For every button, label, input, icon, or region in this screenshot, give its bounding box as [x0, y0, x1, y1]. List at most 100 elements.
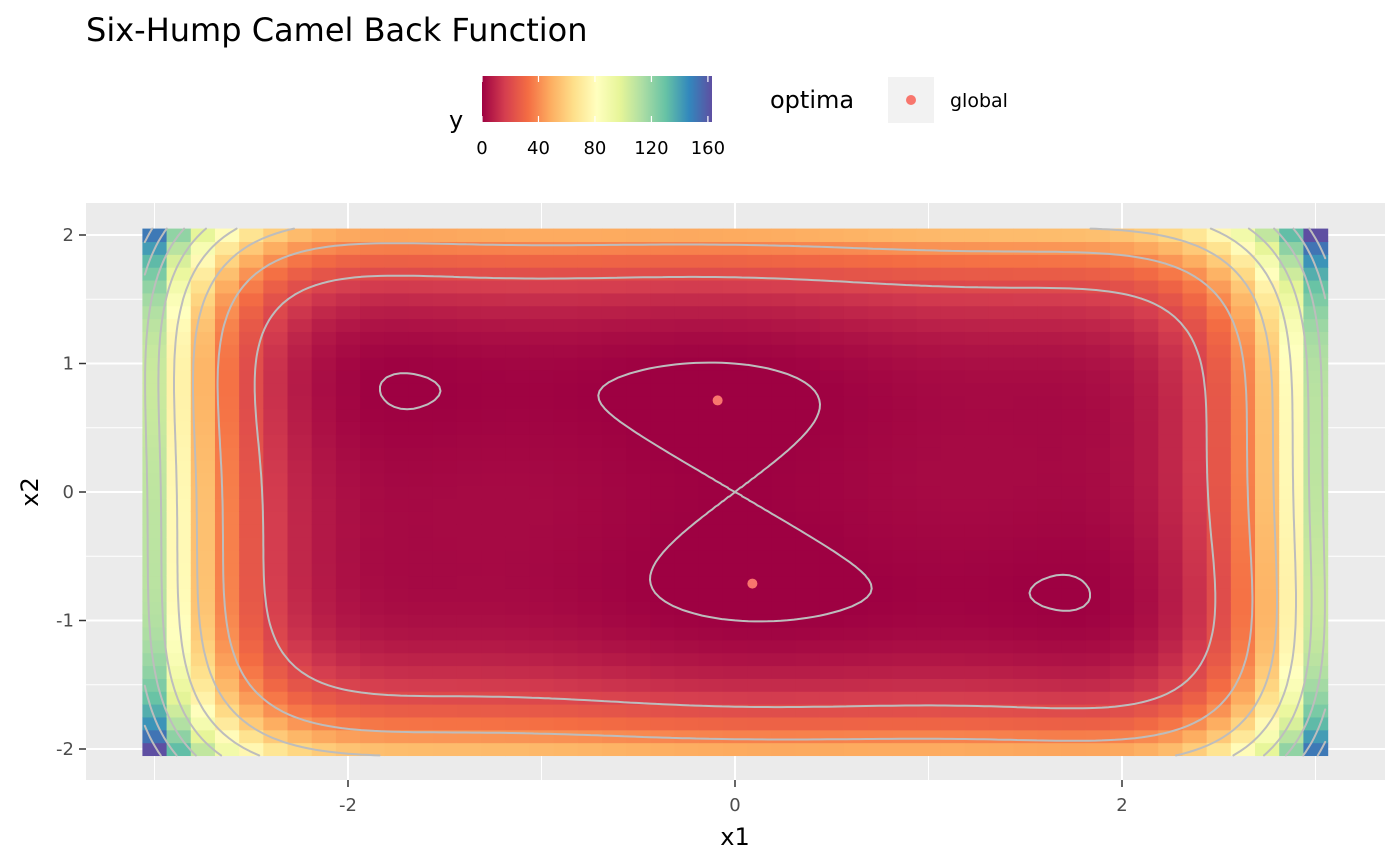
heatmap-tile	[239, 716, 264, 731]
heatmap-tile	[1037, 524, 1063, 538]
heatmap-tile	[456, 279, 482, 294]
heatmap-tile	[1134, 742, 1159, 757]
heatmap-tile	[819, 459, 845, 474]
heatmap-tile	[988, 434, 1014, 448]
heatmap-tile	[432, 614, 458, 628]
heatmap-tile	[432, 318, 458, 332]
heatmap-tile	[239, 729, 264, 744]
heatmap-tile	[1158, 498, 1184, 512]
heatmap-tile	[505, 652, 531, 667]
shape-legend: optima global	[770, 77, 1008, 123]
heatmap-tile	[650, 524, 676, 538]
heatmap-tile	[456, 357, 482, 371]
heatmap-tile	[1182, 704, 1208, 718]
heatmap-tile	[1085, 305, 1111, 320]
heatmap-tile	[601, 369, 627, 384]
heatmap-tile	[481, 536, 506, 551]
heatmap-tile	[674, 601, 700, 615]
heatmap-tile	[1085, 562, 1111, 577]
heatmap-tile	[214, 549, 240, 564]
heatmap-tile	[601, 562, 627, 577]
heatmap-tile	[1158, 575, 1184, 589]
heatmap-tile	[1206, 588, 1232, 602]
heatmap-tile	[335, 357, 361, 371]
heatmap-tile	[432, 344, 458, 358]
heatmap-tile	[892, 639, 918, 654]
heatmap-tile	[916, 357, 942, 371]
heatmap-tile	[1279, 447, 1305, 461]
heatmap-tile	[650, 254, 676, 268]
heatmap-tile	[988, 742, 1014, 757]
heatmap-tile	[142, 588, 168, 602]
heatmap-tile	[601, 228, 627, 243]
heatmap-tile	[360, 601, 385, 615]
heatmap-tile	[360, 652, 385, 667]
heatmap-tile	[698, 536, 724, 551]
heatmap-tile	[626, 421, 651, 435]
heatmap-tile	[456, 395, 482, 410]
heatmap-tile	[1085, 292, 1111, 307]
heatmap-tile	[166, 382, 192, 397]
heatmap-tile	[190, 292, 216, 307]
heatmap-tile	[1085, 575, 1111, 589]
heatmap-tile	[263, 678, 289, 692]
heatmap-tile	[190, 434, 216, 448]
heatmap-tile	[384, 228, 410, 243]
heatmap-tile	[287, 562, 313, 577]
heatmap-tile	[1230, 729, 1256, 744]
heatmap-tile	[1109, 434, 1135, 448]
heatmap-tile	[142, 434, 168, 448]
heatmap-tile	[384, 652, 410, 667]
heatmap-tile	[408, 395, 434, 410]
heatmap-tile	[1158, 434, 1184, 448]
heatmap-tile	[674, 562, 700, 577]
heatmap-tile	[481, 716, 506, 731]
heatmap-tile	[481, 498, 506, 512]
heatmap-tile	[964, 562, 990, 577]
heatmap-tile	[1255, 459, 1280, 474]
heatmap-tile	[1279, 459, 1305, 474]
heatmap-tile	[1109, 729, 1135, 744]
heatmap-tile	[408, 562, 434, 577]
heatmap-tile	[964, 369, 990, 384]
heatmap-tile	[1037, 485, 1063, 500]
heatmap-tile	[1037, 395, 1063, 410]
heatmap-tile	[1134, 614, 1159, 628]
heatmap-tile	[1109, 485, 1135, 500]
heatmap-tile	[747, 639, 772, 654]
heatmap-tile	[1037, 704, 1063, 718]
heatmap-tile	[432, 447, 458, 461]
heatmap-tile	[1158, 562, 1184, 577]
heatmap-tile	[384, 279, 410, 294]
heatmap-tile	[1085, 357, 1111, 371]
heatmap-tile	[747, 447, 772, 461]
heatmap-tile	[771, 691, 797, 705]
heatmap-tile	[239, 665, 264, 679]
heatmap-tile	[287, 318, 313, 332]
heatmap-tile	[868, 742, 893, 757]
heatmap-tile	[1182, 549, 1208, 564]
heatmap-tile	[142, 318, 168, 332]
heatmap-tile	[456, 369, 482, 384]
heatmap-tile	[964, 524, 990, 538]
heatmap-tile	[263, 382, 289, 397]
heatmap-tile	[335, 434, 361, 448]
heatmap-tile	[601, 626, 627, 641]
heatmap-tile	[747, 279, 772, 294]
heatmap-tile	[239, 639, 264, 654]
heatmap-tile	[650, 562, 676, 577]
heatmap-tile	[287, 601, 313, 615]
heatmap-tile	[964, 536, 990, 551]
heatmap-tile	[1061, 614, 1087, 628]
heatmap-tile	[892, 524, 918, 538]
heatmap-tile	[360, 536, 385, 551]
heatmap-tile	[1134, 536, 1159, 551]
heatmap-tile	[505, 357, 531, 371]
heatmap-tile	[1255, 498, 1280, 512]
heatmap-tile	[843, 524, 869, 538]
heatmap-tile	[601, 459, 627, 474]
heatmap-tile	[892, 716, 918, 731]
heatmap-tile	[771, 716, 797, 731]
heatmap-tile	[505, 344, 531, 358]
heatmap-tile	[674, 382, 700, 397]
